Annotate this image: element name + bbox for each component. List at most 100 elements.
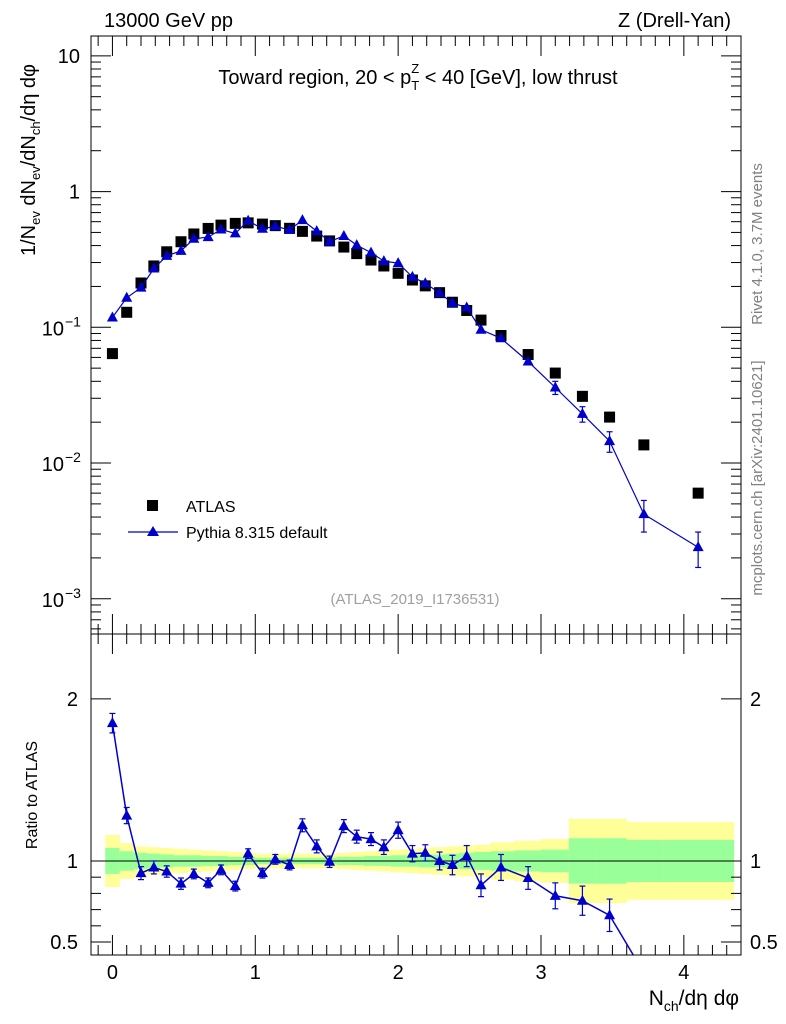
- ratio-point: [175, 877, 187, 888]
- main-y-tick-label: 10: [58, 46, 80, 68]
- ratio-point: [604, 909, 616, 920]
- ratio-point: [549, 889, 561, 900]
- pythia-point: [161, 249, 173, 260]
- atlas-point: [549, 367, 561, 379]
- atlas-point: [121, 306, 133, 318]
- ratio-point: [188, 867, 200, 878]
- main-y-tick-exponent: −1: [65, 313, 81, 329]
- pythia-point: [495, 332, 507, 343]
- ratio-point: [419, 846, 431, 857]
- pythia-point: [604, 435, 616, 446]
- ratio-point: [161, 865, 173, 876]
- reference-label: (ATLAS_2019_I1736531): [330, 591, 499, 608]
- pythia-point: [188, 232, 200, 243]
- ratio-line: [111, 723, 635, 955]
- x-tick-label: 3: [535, 962, 546, 984]
- pythia-point: [324, 235, 336, 246]
- atlas-point: [311, 230, 323, 242]
- ratio-series-group: [106, 712, 635, 955]
- pythia-point: [351, 239, 363, 250]
- atlas-point: [229, 217, 241, 229]
- rivet-label: Rivet 4.1.0, 3.7M events: [749, 163, 766, 325]
- x-tick-label: 2: [393, 962, 404, 984]
- ratio-y-tick-label: 0.5: [50, 932, 78, 954]
- main-y-tick-label: 10: [42, 454, 64, 476]
- pythia-point: [229, 227, 241, 238]
- atlas-point: [351, 248, 363, 260]
- ratio-point: [351, 830, 363, 841]
- main-y-tick-exponent: −2: [65, 449, 81, 465]
- pythia-point: [692, 541, 704, 552]
- atlas-point: [522, 349, 534, 361]
- ratio-y-label: Ratio to ATLAS: [24, 741, 41, 849]
- ratio-point: [311, 840, 323, 851]
- pythia-point: [549, 381, 561, 392]
- x-tick-label: 1: [250, 962, 261, 984]
- atlas-point: [175, 236, 187, 248]
- pythia-point: [434, 286, 446, 297]
- main-series-layer: [106, 214, 704, 569]
- ratio-point: [269, 853, 281, 864]
- pythia-point: [392, 257, 404, 268]
- legend: ATLAS Pythia 8.315 default: [128, 499, 328, 542]
- pythia-point: [135, 281, 147, 292]
- header-right: Z (Drell-Yan): [618, 10, 731, 32]
- pythia-point: [419, 277, 431, 288]
- ratio-point: [148, 861, 160, 872]
- legend-atlas-marker: [147, 500, 158, 511]
- ratio-bands: [91, 818, 741, 904]
- ratio-y-tick-label-right: 0.5: [750, 932, 778, 954]
- ratio-point: [284, 859, 296, 870]
- atlas-point: [692, 487, 704, 499]
- pythia-point: [365, 246, 377, 257]
- pythia-point: [338, 229, 350, 240]
- pythia-point: [638, 508, 650, 519]
- ratio-point: [392, 824, 404, 835]
- atlas-point: [202, 222, 214, 234]
- ratio-point: [576, 894, 588, 905]
- legend-atlas-label: ATLAS: [186, 499, 236, 516]
- legend-pythia-label: Pythia 8.315 default: [186, 525, 328, 542]
- main-title: Toward region, 20 < pZ T < 40 [GeV], low …: [218, 61, 618, 93]
- pythia-point: [522, 355, 534, 366]
- main-y-tick-exponent: −3: [65, 585, 81, 601]
- main-y-tick-label: 1: [69, 182, 80, 204]
- pythia-point: [242, 214, 254, 225]
- ratio-point: [215, 863, 227, 874]
- ratio-frame: [90, 633, 742, 956]
- pythia-point: [378, 255, 390, 266]
- ratio-y-tick-label-right: 2: [750, 689, 761, 711]
- pythia-point: [475, 323, 487, 334]
- pythia-point: [284, 223, 296, 234]
- ratio-point: [434, 854, 446, 865]
- pythia-point: [106, 311, 118, 322]
- ratio-series-layer: [106, 712, 635, 955]
- ratio-point: [296, 819, 308, 830]
- ratio-point: [242, 847, 254, 858]
- atlas-point: [475, 314, 487, 326]
- ratio-point: [461, 850, 473, 861]
- atlas-point: [576, 390, 588, 402]
- pythia-point: [256, 222, 268, 233]
- pythia-point: [311, 225, 323, 236]
- ratio-point: [106, 717, 118, 728]
- ratio-point: [135, 867, 147, 878]
- ratio-point: [256, 867, 268, 878]
- ratio-point: [475, 879, 487, 890]
- pythia-point: [148, 262, 160, 273]
- main-y-tick-label: 10: [42, 318, 64, 340]
- legend-pythia-marker: [147, 526, 159, 536]
- atlas-point: [604, 411, 616, 423]
- ratio-y-tick-label: 2: [67, 689, 78, 711]
- ratio-point: [202, 876, 214, 887]
- ratio-point: [324, 855, 336, 866]
- ratio-point: [338, 820, 350, 831]
- ratio-axes: 2 2 1 1 0.5 0.5 0 1 2 3 4: [50, 634, 778, 984]
- x-tick-label: 0: [107, 962, 118, 984]
- mcplots-label: mcplots.cern.ch [arXiv:2401.10621]: [749, 360, 766, 595]
- main-y-tick-label: 10: [42, 590, 64, 612]
- pythia-point: [296, 214, 308, 225]
